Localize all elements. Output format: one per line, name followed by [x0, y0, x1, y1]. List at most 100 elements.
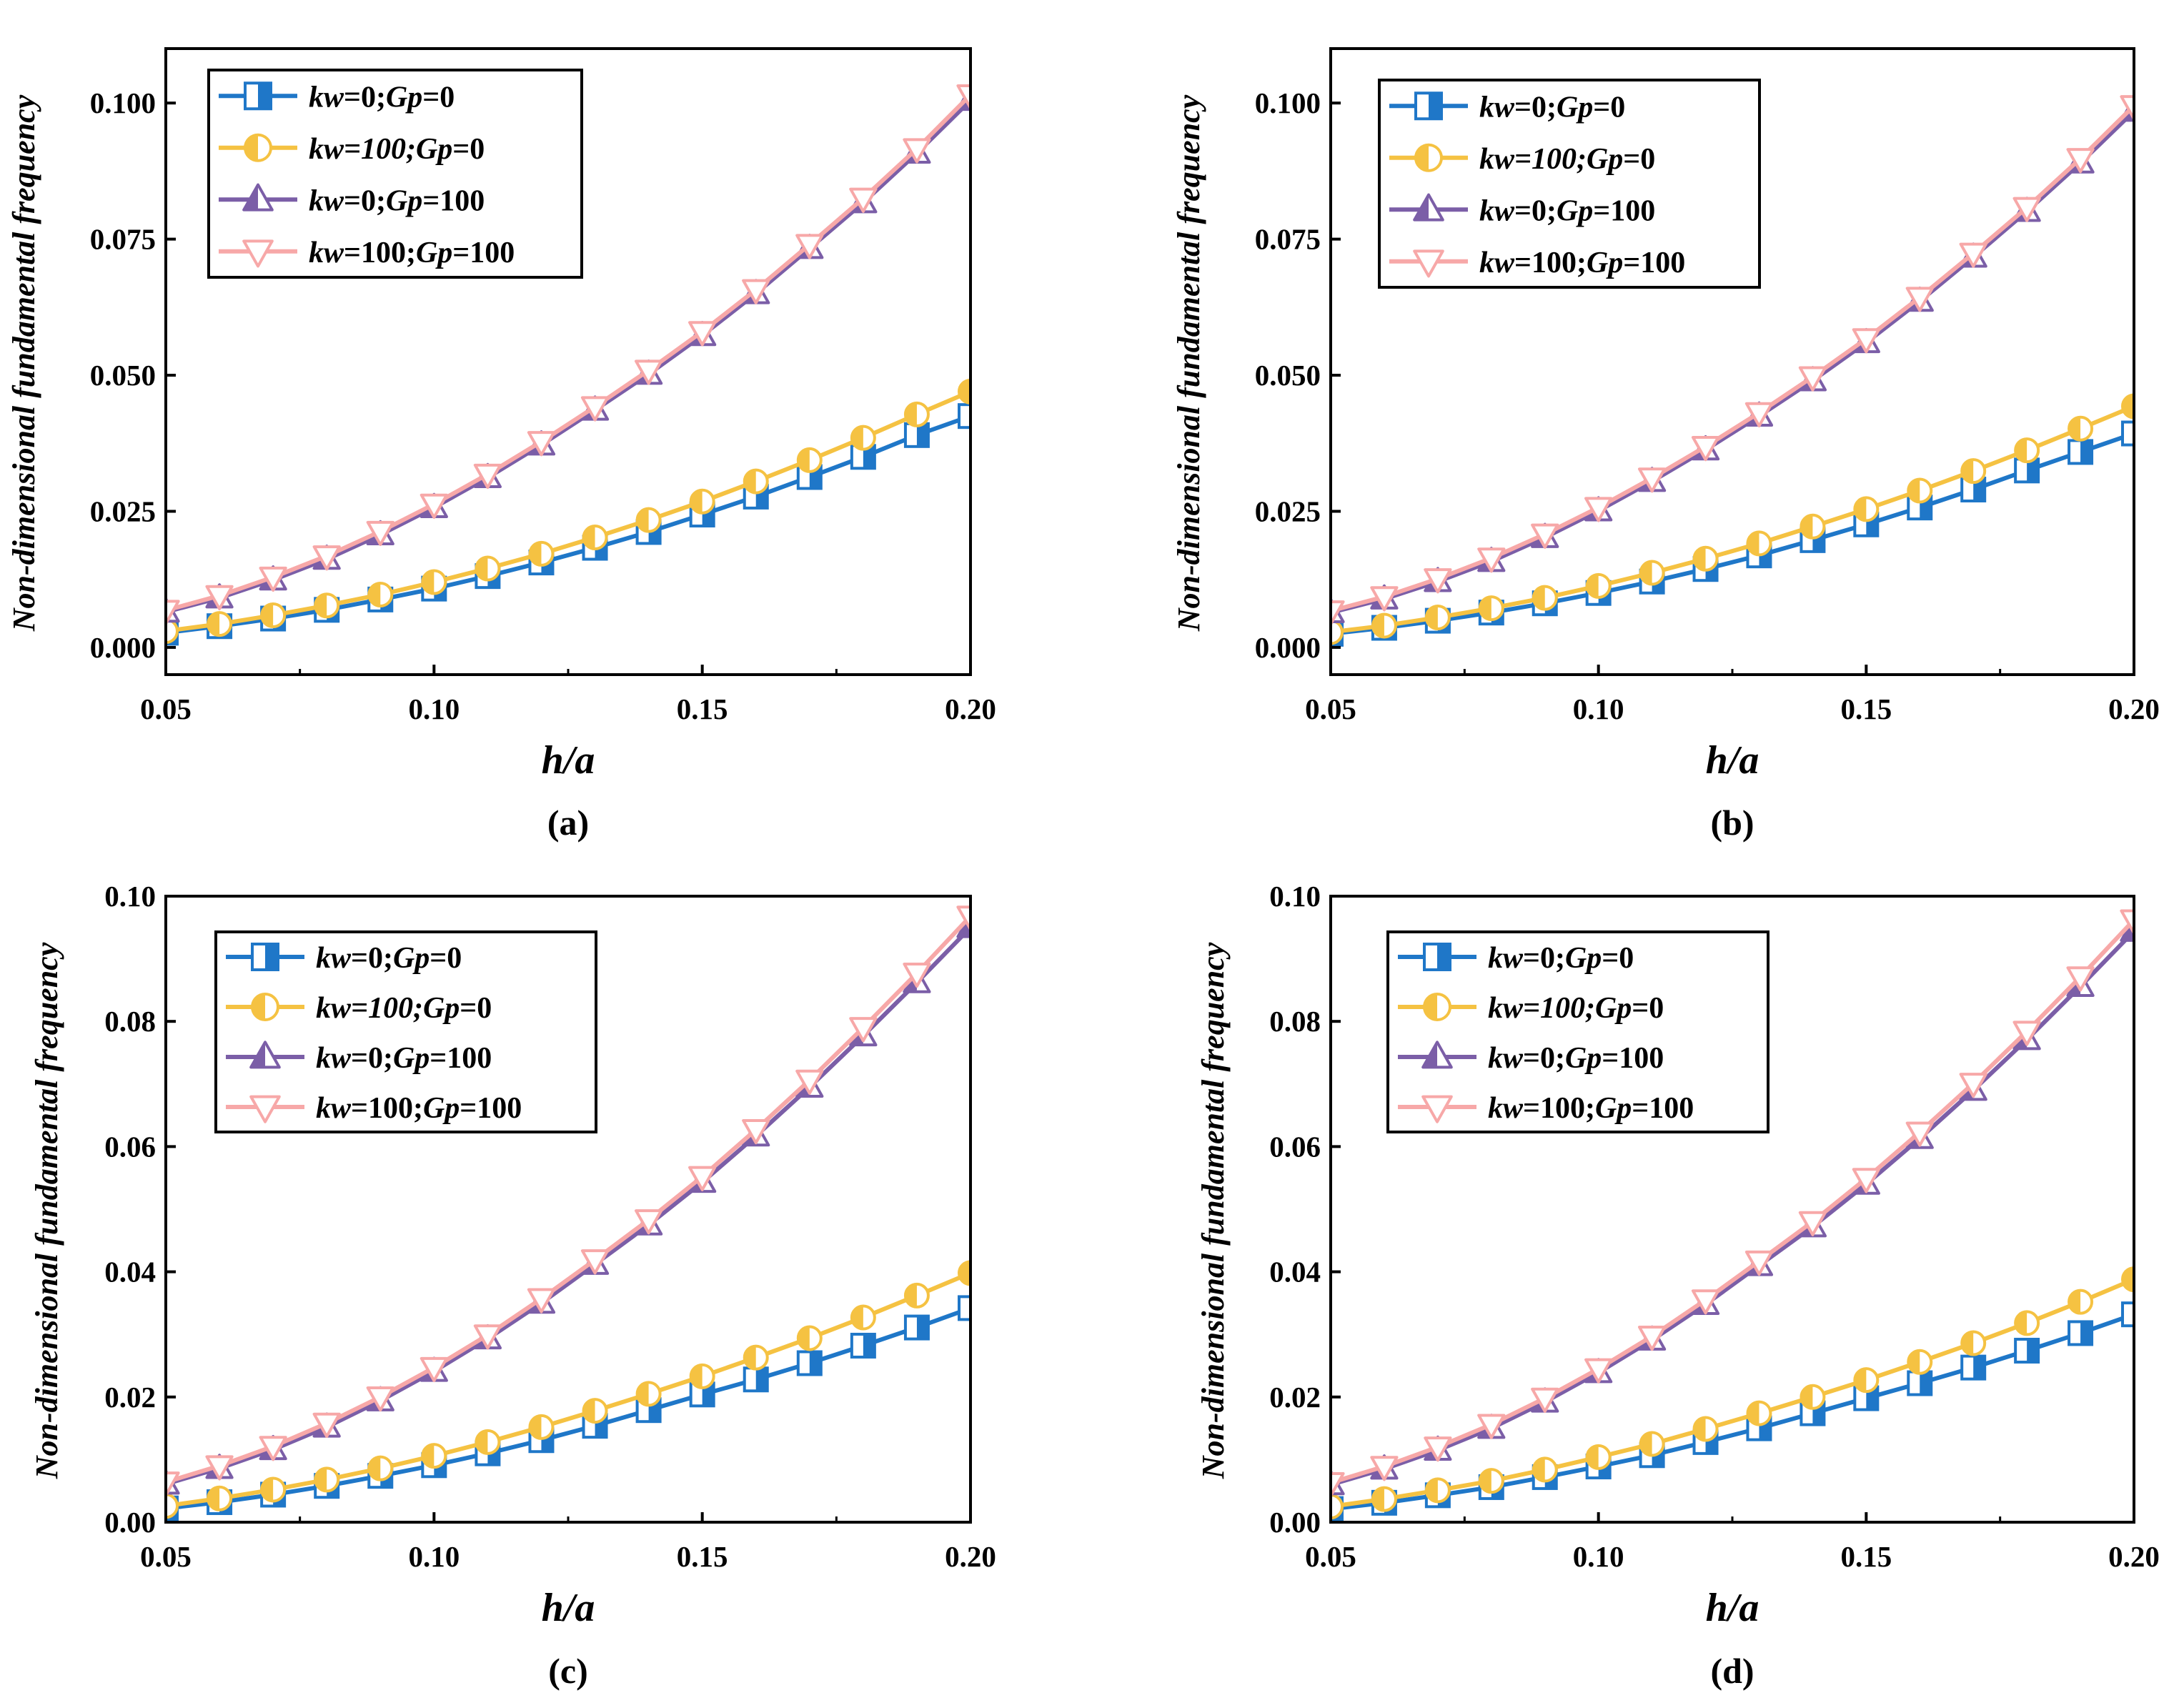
data-point: [2012, 197, 2041, 222]
legend-marker: [1421, 1095, 1453, 1123]
data-point-fill: [2134, 1303, 2145, 1326]
legend-label-part: Gp: [416, 237, 452, 269]
legend-label-part: =0;: [1514, 91, 1557, 124]
series-kw=100;Gp=100: [1331, 95, 2134, 626]
data-point-fill: [690, 490, 703, 513]
y-tick-label: 0.00: [1269, 1506, 1321, 1539]
series-kw=100;Gp=100: [1331, 909, 2134, 1498]
data-point-fill: [851, 1306, 863, 1329]
y-axis-label: Non-dimensional fundamental frequency: [6, 94, 41, 632]
data-point: [742, 1118, 770, 1145]
x-tick-label: 0.05: [140, 692, 192, 725]
legend-marker-fill: [1424, 994, 1437, 1020]
data-point: [1477, 547, 1506, 573]
legend-label-part: =0;: [1523, 1042, 1565, 1075]
legend-label-part: =0;: [1514, 194, 1557, 227]
series-kw=100;Gp=100: [166, 905, 971, 1497]
data-point-fill: [1479, 1469, 1491, 1493]
data-point: [1852, 328, 1880, 354]
data-point: [259, 566, 287, 592]
data-point-fill: [2123, 1268, 2134, 1291]
y-tick-label: 0.000: [1255, 631, 1321, 664]
x-tick-label: 0.15: [1840, 1540, 1892, 1573]
series-line: [166, 925, 971, 1486]
y-tick-label: 0.000: [90, 631, 156, 664]
data-point: [1477, 1414, 1506, 1439]
legend-marker: [1413, 249, 1444, 278]
series-kw=100;Gp=100: [166, 84, 971, 625]
data-point: [166, 618, 179, 645]
legend-label-part: Gp: [386, 184, 422, 217]
legend-label-part: =100: [1632, 1092, 1694, 1125]
data-point-fill: [1855, 497, 1867, 521]
data-point-fill: [851, 426, 863, 450]
legend: kw=0;Gp=0kw=100;Gp=0kw=0;Gp=100kw=100;Gp…: [1378, 79, 1761, 289]
data-point: [1531, 523, 1559, 549]
data-point-fill: [1318, 600, 1331, 622]
y-tick-label: 0.08: [1269, 1005, 1321, 1038]
data-point-fill: [208, 1486, 220, 1510]
data-point: [688, 321, 717, 347]
x-tick-label: 0.05: [140, 1540, 192, 1573]
legend-label-part: =0;: [1523, 942, 1565, 975]
chart-panel-4: 0.05 0.10 0.15 0.20 0.00 0.02 0.04 0.06 0.08 0.10…: [1196, 880, 2160, 1691]
x-tick-label: 0.10: [408, 1540, 460, 1573]
legend-label-part: kw: [1488, 1092, 1524, 1125]
data-point: [1584, 497, 1613, 522]
legend-entry: kw=100;Gp=0: [1389, 143, 1655, 176]
legend-label-part: kw: [309, 184, 344, 217]
series-kw=100;Gp=0: [1331, 1266, 2134, 1520]
data-point-fill: [1372, 1487, 1384, 1511]
x-tick-label: 0.15: [677, 692, 728, 725]
data-point-fill: [2015, 439, 2027, 462]
data-point: [903, 962, 931, 988]
legend-marker-fill: [1414, 194, 1429, 220]
data-point: [1424, 1436, 1452, 1462]
data-point: [1905, 287, 1934, 312]
data-point: [2120, 95, 2134, 121]
data-point-fill: [262, 1478, 274, 1501]
panel-label: (a): [547, 803, 589, 843]
data-point-fill: [637, 1382, 649, 1406]
legend-label-part: kw: [1479, 194, 1515, 227]
legend-label-part: Gp: [1565, 1042, 1602, 1075]
x-axis-label: h/a: [542, 738, 595, 783]
series-line: [1331, 104, 2134, 613]
legend-label: kw=0;Gp=100: [309, 184, 485, 217]
y-tick-label: 0.06: [1269, 1130, 1321, 1163]
y-tick-label: 0.025: [1255, 495, 1321, 527]
data-point: [1331, 619, 1344, 645]
data-point: [312, 1412, 341, 1438]
series-line: [166, 389, 971, 634]
data-point: [166, 600, 180, 625]
legend-entry: kw=0;Gp=0: [219, 81, 455, 114]
legend-label-part: =0;: [351, 1042, 393, 1075]
data-point-fill: [1587, 574, 1599, 597]
y-tick-label: 0.02: [104, 1381, 156, 1414]
data-point-fill: [1747, 532, 1759, 555]
y-tick-label: 0.10: [1269, 880, 1321, 913]
legend-label-part: =100;: [1523, 1092, 1595, 1125]
legend-label: kw=0;Gp=100: [1479, 194, 1655, 227]
data-point: [795, 1069, 824, 1095]
y-axis-label: Non-dimensional fundamental frequency: [1196, 942, 1231, 1479]
legend-entry: kw=100;Gp=100: [1389, 247, 1685, 279]
data-point: [1638, 467, 1667, 493]
legend-label: kw=0;Gp=100: [316, 1042, 492, 1075]
legend-label: kw=100;Gp=100: [1488, 1092, 1694, 1125]
legend-entry: kw=0;Gp=100: [1398, 1041, 1664, 1075]
series-line: [1331, 404, 2134, 635]
data-point: [2066, 966, 2095, 992]
x-tick-label: 0.05: [1305, 1540, 1356, 1573]
legend-label-part: Gp: [1587, 247, 1623, 279]
y-axis-label: Non-dimensional fundamental frequency: [29, 942, 64, 1479]
legend-label-part: =0: [1602, 942, 1634, 975]
data-point-fill: [2123, 394, 2134, 418]
data-point: [420, 493, 448, 519]
legend-label-part: =100: [430, 1042, 492, 1075]
legend: kw=0;Gp=0kw=100;Gp=0kw=0;Gp=100kw=100;Gp…: [1386, 930, 1769, 1133]
data-point-fill: [1962, 1331, 1974, 1355]
data-point-fill: [2015, 1311, 2027, 1335]
series-line: [1331, 1277, 2134, 1509]
